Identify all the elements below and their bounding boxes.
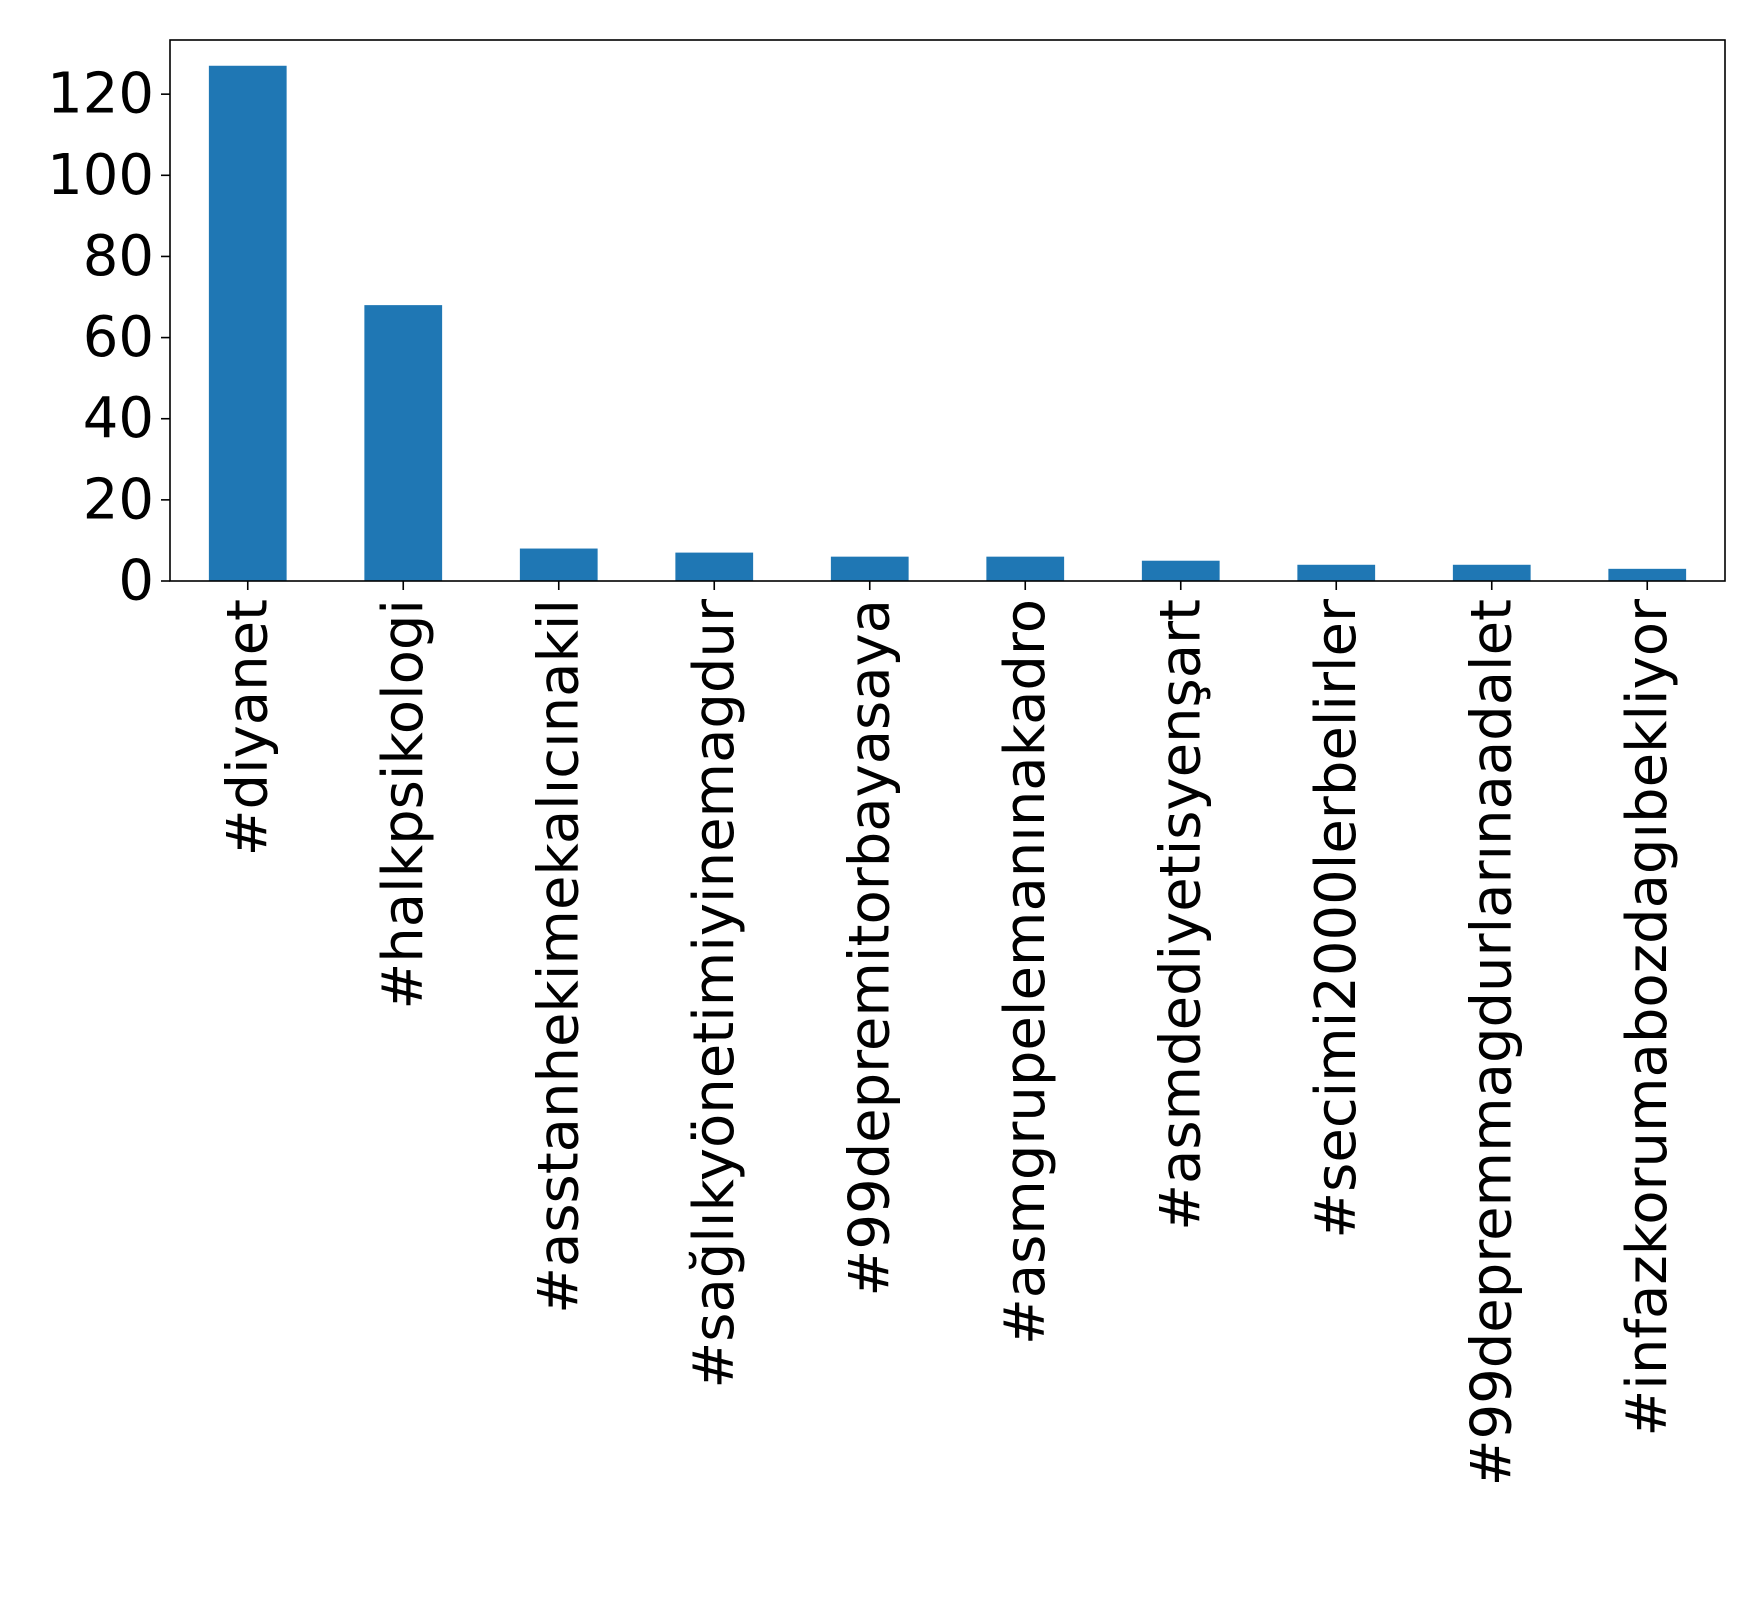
x-tick-label: #99depremmagdurlarınaadalet [1459,599,1524,1486]
y-tick-label: 100 [47,143,154,208]
x-axis: #diyanet #halkpsikologi #asstanhekimekalıc… [215,581,1680,1486]
x-tick-label: #asmgrupelemanınakadro [993,599,1058,1345]
y-tick-label: 120 [47,62,154,127]
x-tick-label: #sağlıkyönetimiyinemagdur [682,598,747,1389]
x-tick-label: #99depremitorbayasaya [837,599,902,1297]
bar-9 [1452,564,1531,581]
bar-7 [1141,560,1220,581]
bar-10 [1608,568,1687,581]
x-tick-label: #infazkorumabozdagıbekliyor [1615,598,1680,1437]
x-tick-label: #diyanet [215,599,280,856]
bar-1 [208,65,287,581]
bar-4 [675,552,754,581]
y-tick-label: 40 [83,386,154,451]
bar-6 [986,556,1065,581]
y-tick-label: 0 [118,549,154,614]
bar-3 [519,548,598,581]
y-tick-label: 60 [83,305,154,370]
x-tick-label: #asmdediyetisyenşart [1148,599,1213,1231]
bar-8 [1297,564,1376,581]
plot-frame [169,39,1726,582]
bars-group [208,65,1687,581]
x-tick-label: #halkpsikologi [371,599,436,1010]
bar-2 [364,305,443,581]
bar-5 [830,556,909,581]
y-axis: 0 20 40 60 80 100 120 [47,62,170,614]
x-tick-label: #asstanhekimekalıcınakil [526,599,591,1314]
y-tick-label: 80 [83,224,154,289]
x-tick-label: #secimi2000lerbelirler [1304,598,1369,1239]
y-tick-label: 20 [83,467,154,532]
